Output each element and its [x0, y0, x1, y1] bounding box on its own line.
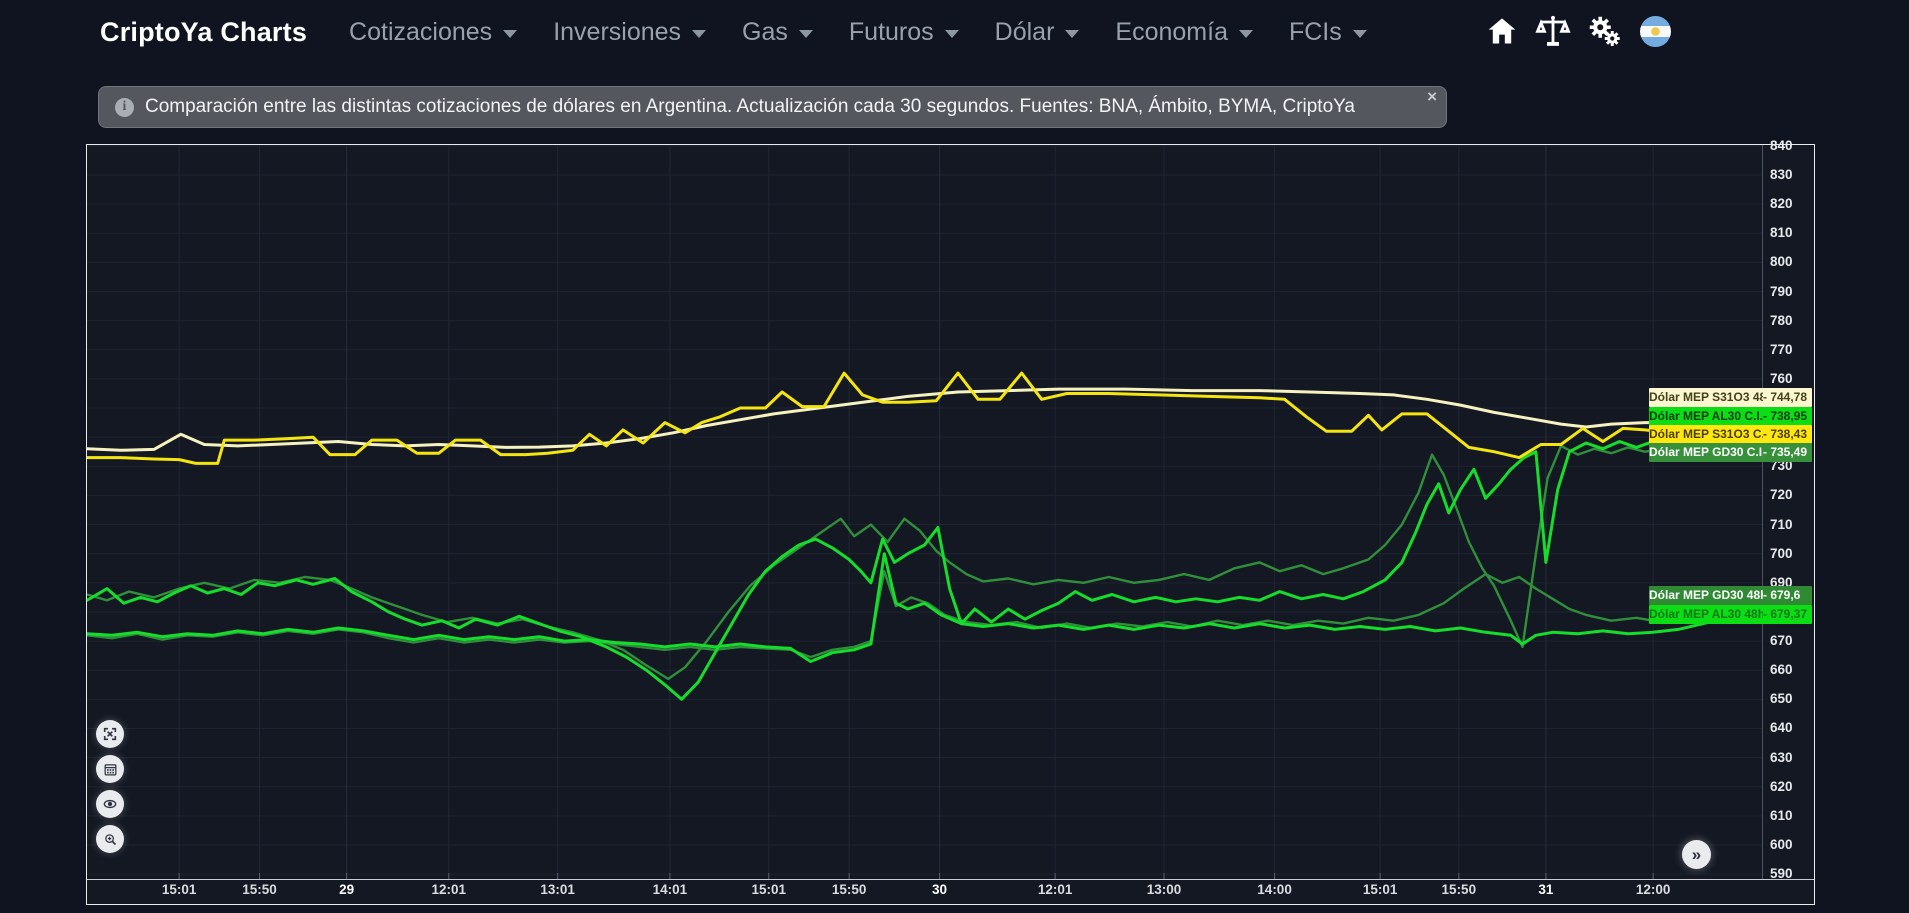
banner-close-icon[interactable]: × [1427, 87, 1437, 106]
x-axis-tick: 13:00 [1146, 882, 1182, 897]
x-axis-tick: 15:01 [1362, 882, 1398, 897]
chevron-down-icon [1238, 29, 1253, 38]
navbar: CriptoYa Charts Cotizaciones Inversiones… [0, 0, 1909, 64]
price-label-value: - 738,95 [1763, 409, 1808, 423]
price-label: Dólar MEP S31O3 48hs- 744,78 [1649, 387, 1812, 407]
price-label-value: - 738,43 [1763, 427, 1808, 441]
x-axis-tick: 13:01 [540, 882, 575, 897]
y-axis-tick: 660 [1770, 662, 1793, 678]
price-label-value: - 679,37 [1763, 607, 1808, 621]
price-label-series-name: Dólar MEP AL30 C.I. [1649, 409, 1763, 423]
info-banner: i Comparación entre las distintas cotiza… [98, 86, 1447, 128]
argentina-flag-icon[interactable] [1637, 13, 1673, 49]
y-axis-tick: 770 [1770, 341, 1793, 357]
y-axis-tick: 610 [1770, 807, 1793, 823]
chevron-down-icon [503, 29, 518, 38]
series-line[interactable] [87, 570, 1764, 659]
balance-scale-icon[interactable] [1535, 13, 1571, 49]
x-axis-tick: 12:01 [431, 882, 467, 897]
chart-panel: 8408308208108007907807707607507407307207… [86, 138, 1815, 905]
nav-item-economia[interactable]: Economía [1115, 18, 1253, 47]
y-axis-tick: 630 [1770, 749, 1793, 765]
nav-item-cotizaciones[interactable]: Cotizaciones [349, 18, 518, 47]
x-axis-tick: 15:01 [751, 882, 786, 897]
scroll-to-latest-button[interactable]: » [1682, 840, 1711, 869]
chevron-down-icon [944, 29, 959, 38]
y-axis-tick: 760 [1770, 370, 1793, 386]
y-axis-tick: 670 [1770, 633, 1793, 649]
x-axis-tick: 30 [932, 882, 948, 897]
y-axis-tick: 790 [1770, 283, 1793, 299]
chevron-down-icon [692, 29, 707, 38]
price-label-value: - 679,6 [1763, 588, 1801, 602]
y-axis-tick: 700 [1770, 545, 1793, 561]
visibility-eye-button[interactable] [96, 790, 124, 818]
x-axis-tick: 15:50 [1441, 882, 1477, 897]
chevron-down-icon [1352, 29, 1367, 38]
y-axis-tick: 650 [1770, 691, 1793, 707]
info-icon: i [115, 97, 134, 117]
price-label-series-name: Dólar MEP GD30 C.I. [1649, 445, 1763, 459]
nav-menu: Cotizaciones Inversiones Gas Futuros Dól… [349, 18, 1367, 47]
x-axis-tick: 14:00 [1257, 882, 1292, 897]
x-axis-tick: 31 [1538, 882, 1554, 897]
calendar-button[interactable] [96, 755, 124, 783]
x-axis-tick: 29 [339, 882, 355, 897]
x-axis-tick: 15:50 [242, 882, 277, 897]
price-label: Dólar MEP S31O3 C.I. - 738,43 [1649, 424, 1812, 444]
price-label-series-name: Dólar MEP AL30 48hs [1649, 607, 1763, 621]
home-icon[interactable] [1484, 13, 1520, 49]
price-label: Dólar MEP GD30 48hs - 679,6 [1649, 585, 1812, 605]
chevron-down-icon [1065, 29, 1080, 38]
price-label-series-name: Dólar MEP S31O3 C.I. [1649, 427, 1763, 441]
y-axis-tick: 840 [1770, 137, 1793, 153]
price-label-value: - 744,78 [1763, 390, 1808, 404]
y-axis-tick: 820 [1770, 196, 1793, 212]
series-line[interactable] [87, 444, 1764, 681]
price-label-value: - 735,49 [1763, 445, 1808, 459]
series-line[interactable] [87, 552, 1764, 663]
nav-item-inversiones[interactable]: Inversiones [553, 18, 707, 47]
x-axis-tick: 15:01 [161, 882, 197, 897]
nav-item-futuros[interactable]: Futuros [849, 18, 959, 47]
y-axis-tick: 780 [1770, 312, 1793, 328]
series-line[interactable] [87, 371, 1764, 465]
y-axis-tick: 640 [1770, 720, 1793, 736]
series-line[interactable] [87, 387, 1764, 452]
x-axis-tick: 15:50 [831, 882, 867, 897]
brand-logo[interactable]: CriptoYa Charts [100, 16, 308, 47]
nav-icons [1484, 13, 1673, 49]
chart-toolbar [96, 720, 124, 853]
y-axis-tick: 730 [1770, 458, 1793, 474]
x-axis-tick: 14:01 [652, 882, 688, 897]
nav-item-gas[interactable]: Gas [742, 18, 813, 47]
info-banner-text: Comparación entre las distintas cotizaci… [145, 96, 1355, 117]
price-label: Dólar MEP AL30 48hs - 679,37 [1649, 604, 1812, 624]
y-axis-tick: 810 [1770, 225, 1793, 241]
y-axis-tick: 720 [1770, 487, 1793, 503]
y-axis-tick: 590 [1770, 866, 1793, 882]
nav-item-dolar[interactable]: Dólar [995, 18, 1080, 47]
zoom-in-button[interactable] [96, 825, 124, 853]
y-axis-tick: 600 [1770, 836, 1793, 852]
nav-item-fcis[interactable]: FCIs [1289, 18, 1367, 47]
price-label: Dólar MEP AL30 C.I. - 738,95 [1649, 406, 1812, 426]
price-label: Dólar MEP GD30 C.I. - 735,49 [1649, 442, 1812, 462]
chevron-down-icon [798, 29, 813, 38]
price-label-series-name: Dólar MEP S31O3 48hs [1649, 390, 1763, 404]
y-axis-tick: 710 [1770, 516, 1793, 532]
x-axis-tick: 12:00 [1635, 882, 1671, 897]
series-line[interactable] [87, 438, 1764, 701]
y-axis-tick: 830 [1770, 167, 1793, 182]
move-chart-button[interactable] [96, 720, 124, 748]
y-axis-tick: 620 [1770, 778, 1793, 794]
price-label-series-name: Dólar MEP GD30 48hs [1649, 588, 1763, 602]
settings-gears-icon[interactable] [1586, 13, 1622, 49]
y-axis-tick: 800 [1770, 254, 1793, 270]
price-chart[interactable] [87, 145, 1814, 904]
x-axis-tick: 12:01 [1037, 882, 1073, 897]
